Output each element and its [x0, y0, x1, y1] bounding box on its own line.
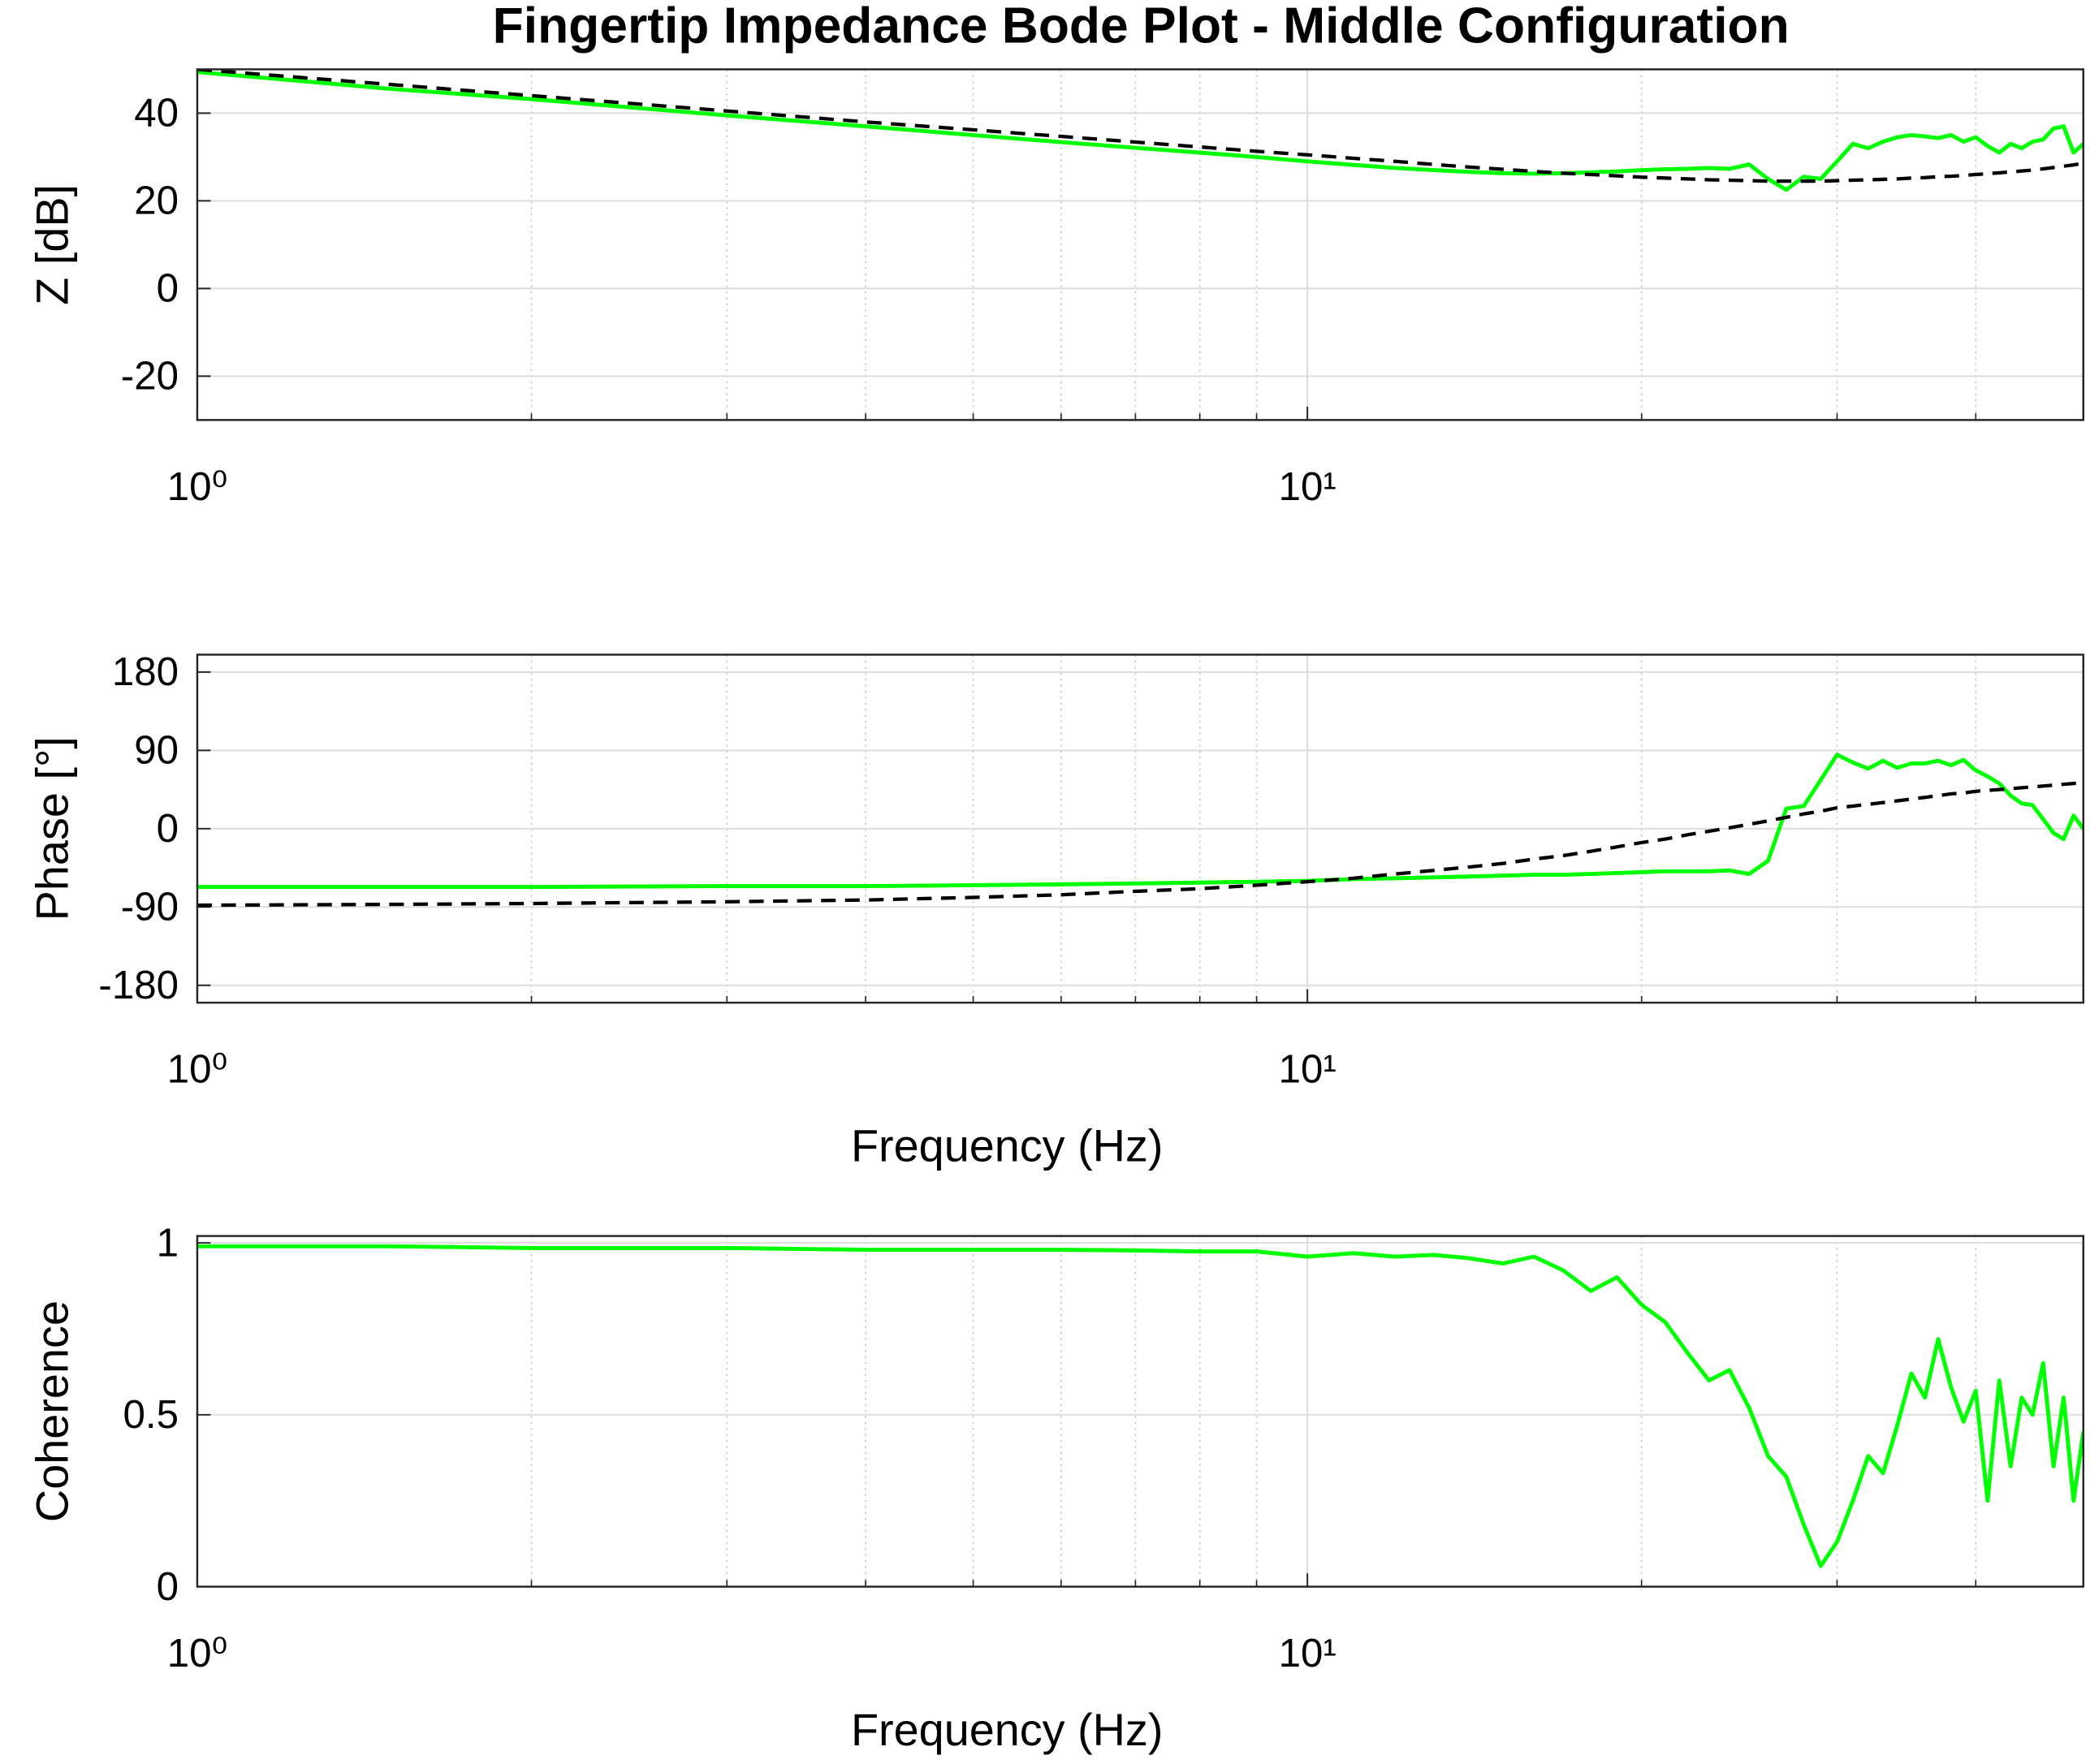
- y-tick-label: 40: [134, 91, 179, 136]
- x-tick-label: 10⁰: [167, 1047, 228, 1092]
- plot-frame: [196, 653, 2085, 1004]
- y-axis-label: Coherence: [27, 1300, 78, 1522]
- model-line: [196, 780, 2084, 908]
- plot-frame: [196, 1235, 2085, 1588]
- y-tick-label: 0: [157, 1564, 179, 1609]
- measured-line: [196, 1244, 2084, 1568]
- x-axis-label: Frequency (Hz): [851, 1120, 1163, 1171]
- y-tick-label: 0: [157, 266, 179, 311]
- y-tick-label: 0: [157, 806, 179, 851]
- x-tick-label: 10¹: [1279, 1047, 1336, 1092]
- measured-line: [196, 70, 2084, 192]
- y-tick-label: -180: [98, 963, 179, 1007]
- x-tick-label: 10¹: [1279, 1631, 1336, 1676]
- y-tick-label: 180: [112, 649, 179, 694]
- measured-line: [196, 753, 2084, 890]
- x-tick-label: 10⁰: [167, 464, 228, 509]
- chart-title: Fingertip Impedance Bode Plot - Middle C…: [493, 0, 1790, 54]
- plot-area: [196, 1236, 2084, 1587]
- plot-area: [196, 69, 2084, 421]
- y-axis-label: Z [dB]: [27, 184, 78, 305]
- x-axis-label: Frequency (Hz): [851, 1704, 1163, 1755]
- model-line: [196, 69, 2084, 183]
- y-axis-label: Phase [°]: [27, 736, 78, 921]
- y-tick-label: 20: [134, 179, 179, 223]
- x-tick-label: 10⁰: [167, 1631, 228, 1676]
- y-tick-label: 1: [157, 1220, 179, 1265]
- y-tick-label: -90: [121, 885, 179, 929]
- y-tick-label: 0.5: [123, 1392, 179, 1437]
- y-tick-label: 90: [134, 728, 179, 773]
- y-tick-label: -20: [121, 354, 179, 399]
- x-tick-label: 10¹: [1279, 464, 1336, 509]
- plot-frame: [196, 68, 2085, 421]
